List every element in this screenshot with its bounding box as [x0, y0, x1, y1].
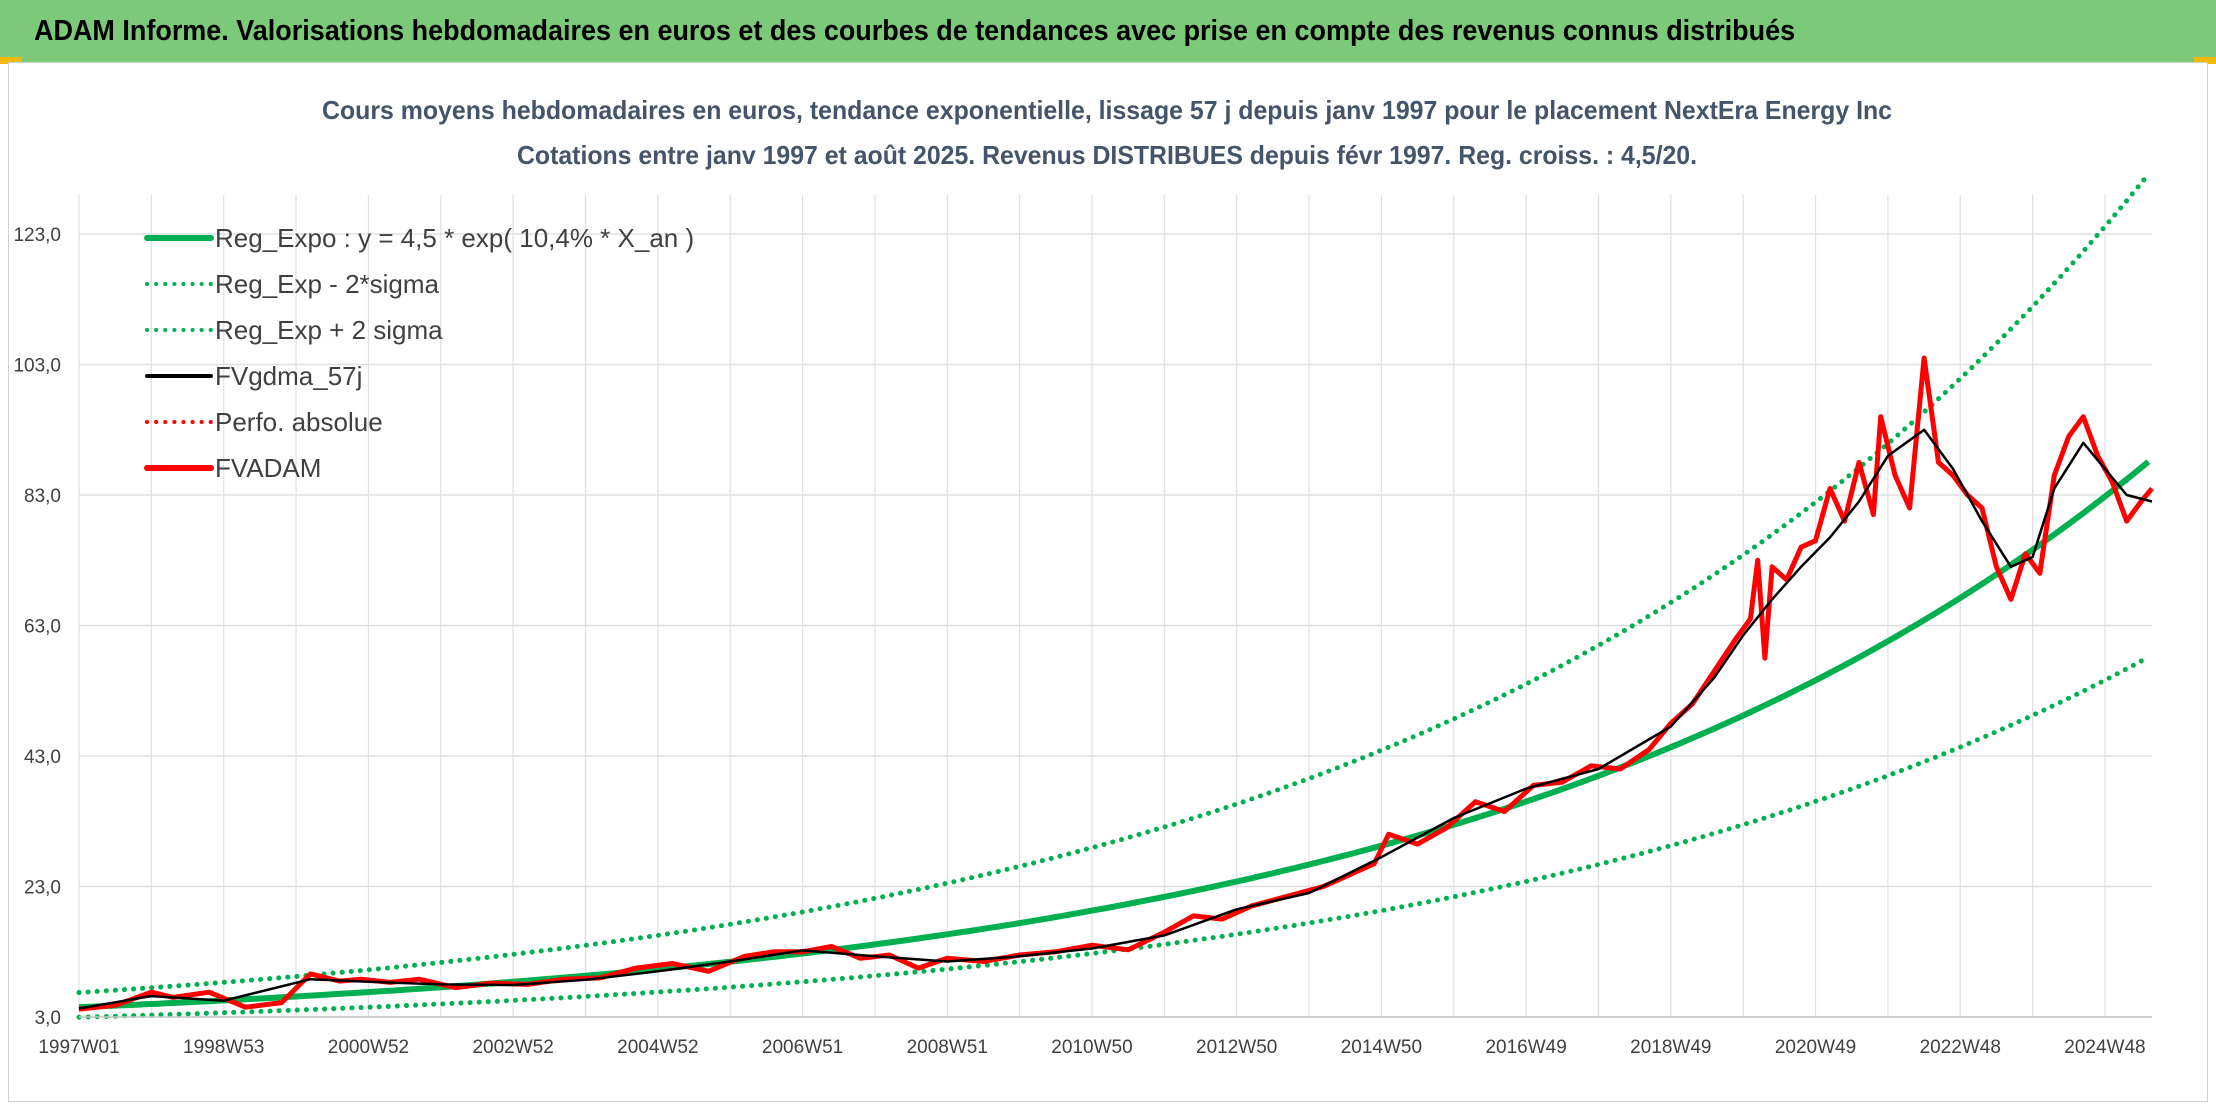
y-tick-label: 83,0 [24, 486, 61, 507]
x-tick-label: 2008W51 [907, 1037, 988, 1058]
x-tick-label: 2006W51 [762, 1037, 843, 1058]
legend-reg-expo-label: Reg_Expo : y = 4,5 * exp( 10,4% * X_an ) [215, 223, 694, 253]
legend-reg-exp-minus-2-sigma: Reg_Exp - 2*sigma [145, 269, 440, 299]
x-tick-label: 2018W49 [1630, 1037, 1711, 1058]
x-tick-label: 1997W01 [38, 1037, 119, 1058]
x-tick-label: 2010W50 [1051, 1037, 1132, 1058]
x-tick-label: 2020W49 [1775, 1037, 1856, 1058]
legend-reg-expo: Reg_Expo : y = 4,5 * exp( 10,4% * X_an ) [144, 223, 694, 253]
y-tick-label: 123,0 [13, 225, 61, 246]
legend-fvadam-label: FVADAM [215, 453, 321, 483]
legend-fvgdma-57j: FVgdma_57j [145, 361, 362, 391]
legend-reg-exp-minus-2-sigma-label: Reg_Exp - 2*sigma [215, 269, 440, 299]
chart-legend: Reg_Expo : y = 4,5 * exp( 10,4% * X_an )… [144, 223, 694, 483]
chart-title-line-1: Cours moyens hebdomadaires en euros, ten… [322, 95, 1892, 125]
trend-curves [76, 171, 2151, 1020]
legend-fvadam: FVADAM [144, 453, 321, 483]
line-chart: 3,0 23,0 43,0 63,0 83,0 103,0 123,0 1997W01 1998… [13, 95, 2154, 1058]
corner-marker-right [2194, 57, 2216, 64]
y-tick-label: 3,0 [35, 1008, 61, 1029]
report-banner: ADAM Informe. Valorisations hebdomadaire… [0, 0, 2216, 62]
legend-reg-exp-plus-2-sigma: Reg_Exp + 2 sigma [145, 315, 443, 345]
y-tick-label: 103,0 [13, 356, 61, 377]
fvadam-line [78, 355, 2154, 1012]
x-tick-label: 2022W48 [1920, 1037, 2001, 1058]
legend-reg-exp-plus-2-sigma-label: Reg_Exp + 2 sigma [215, 315, 443, 345]
data-series [78, 355, 2154, 1012]
legend-fvgdma-57j-label: FVgdma_57j [215, 361, 362, 391]
x-tick-label: 2014W50 [1341, 1037, 1422, 1058]
x-tick-label: 2016W49 [1485, 1037, 1566, 1058]
x-tick-label: 2024W48 [2064, 1037, 2145, 1058]
chart-title-line-2: Cotations entre janv 1997 et août 2025. … [517, 140, 1697, 170]
corner-marker-left [0, 57, 22, 64]
x-tick-label: 2012W50 [1196, 1037, 1277, 1058]
x-tick-label: 2002W52 [472, 1037, 553, 1058]
fvgdma-57j-line [78, 428, 2153, 1010]
legend-perfo-absolue: Perfo. absolue [145, 407, 383, 437]
y-tick-label: 63,0 [24, 617, 61, 638]
chart-frame: 3,0 23,0 43,0 63,0 83,0 103,0 123,0 1997W01 1998… [8, 62, 2208, 1102]
legend-perfo-absolue-label: Perfo. absolue [215, 407, 383, 437]
report-banner-title: ADAM Informe. Valorisations hebdomadaire… [34, 15, 1796, 47]
reg-exp-minus-2-sigma-line [76, 654, 2151, 1020]
x-tick-label: 1998W53 [183, 1037, 264, 1058]
x-tick-label: 2004W52 [617, 1037, 698, 1058]
y-tick-label: 43,0 [24, 747, 61, 768]
axis-ticks: 3,0 23,0 43,0 63,0 83,0 103,0 123,0 1997W01 1998… [13, 225, 2152, 1058]
reg-exp-plus-2-sigma-line [76, 171, 2151, 995]
x-tick-label: 2000W52 [328, 1037, 409, 1058]
y-tick-label: 23,0 [24, 878, 61, 899]
reg-expo-line [78, 459, 2151, 1011]
